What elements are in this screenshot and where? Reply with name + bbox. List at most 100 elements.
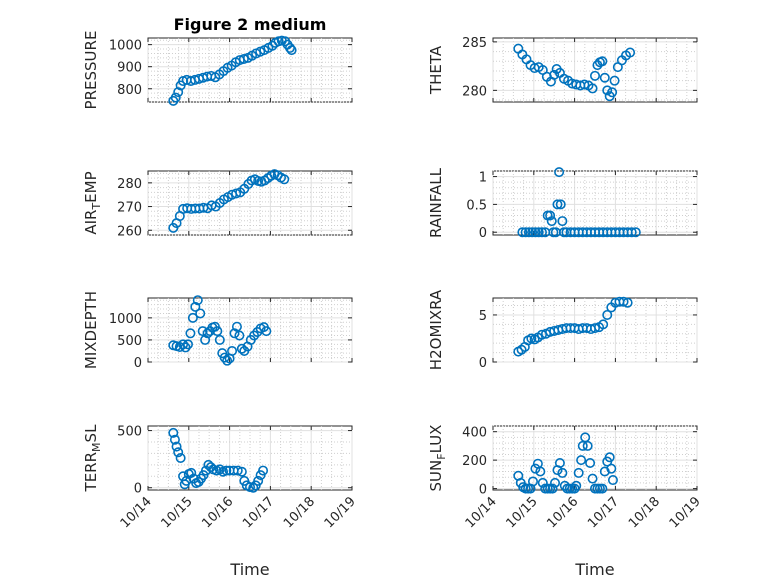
data-point [630,227,641,238]
data-point [221,465,232,476]
x-tick-label: 10/14 [463,494,500,531]
data-point [517,227,528,238]
y-axis-label: RAINFALL [427,167,445,238]
x-tick-label: 10/15 [504,494,541,531]
series-markers [513,296,633,357]
data-point [236,466,247,477]
y-tick-label: 400 [462,426,487,441]
data-point [597,483,608,494]
data-point [175,452,186,463]
data-point [602,85,613,96]
data-point [618,296,629,307]
y-tick-label: 0 [134,482,142,497]
data-point [173,447,184,458]
data-point [533,227,544,238]
data-point [284,42,295,53]
y-tick-label: 0 [479,483,487,498]
data-point [261,326,272,337]
data-point [248,482,259,493]
x-tick-label: 10/19 [322,494,359,531]
y-tick-label: 270 [117,201,142,216]
data-point [527,476,538,487]
subplot-6: 0 5 H2OMIXRA [427,289,698,371]
data-point [530,227,541,238]
data-point [579,79,590,90]
data-point [554,167,565,178]
data-point [576,455,587,466]
y-tick-label: 260 [117,224,142,239]
series-markers [168,295,272,366]
y-tick-label: 0 [479,226,487,241]
subplot-4: 0 0.5 1 RAINFALL [427,167,698,241]
data-point [190,301,201,312]
x-tick-label: 10/15 [159,494,196,531]
data-point [604,452,615,463]
y-axis-label: THETA [427,45,445,95]
y-axis-label: PRESSURE [82,31,100,110]
data-point [527,227,538,238]
data-point [279,174,290,185]
data-point [192,295,203,306]
data-point [212,326,223,337]
series-markers [517,167,641,238]
data-point [520,227,531,238]
y-tick-label: 0 [479,356,487,371]
data-point [552,199,563,210]
data-point [182,339,193,350]
data-point [587,473,598,484]
data-point [236,343,247,354]
data-point [549,69,560,80]
data-point [599,72,610,83]
data-point [168,427,179,438]
series-markers [168,35,297,106]
data-point [554,457,565,468]
y-tick-label: 900 [117,61,142,76]
data-point [186,467,197,478]
data-point [171,441,182,452]
data-point [222,355,233,366]
data-point [585,457,596,468]
series-markers [168,169,290,233]
data-point [231,188,242,199]
data-point [589,70,600,81]
data-point [547,483,558,494]
data-point [597,56,608,67]
data-point [573,467,584,478]
data-point [598,319,609,330]
y-tick-label: 500 [117,425,142,440]
y-axis-label: H2OMIXRA [427,289,445,370]
data-point [214,334,225,345]
data-point [197,326,208,337]
y-tick-label: 1 [479,171,487,186]
x-tick-label: 10/18 [281,494,318,531]
y-tick-label: 800 [117,83,142,98]
y-axis-label: SUNFLUX [427,425,448,492]
series-markers [513,432,618,494]
data-point [607,475,618,486]
data-point [607,87,618,98]
data-point [530,463,541,474]
data-point [537,477,548,488]
data-point [185,328,196,339]
series-markers [513,43,636,102]
y-axis-label: MIXDEPTH [82,291,100,369]
data-point [173,87,184,98]
data-point [622,297,633,308]
data-point [286,45,297,56]
data-point [625,47,636,58]
x-axis-label: Time [229,560,269,579]
data-point [550,477,561,488]
y-tick-label: 0.5 [466,198,487,213]
y-tick-label: 0 [134,356,142,371]
x-tick-label: 10/16 [544,494,581,531]
data-point [202,328,213,339]
data-point [555,199,566,210]
axes-background [147,170,353,236]
subplot-3: 260 270 280 AIRTEMP [82,169,353,239]
y-tick-label: 280 [117,177,142,192]
data-point [626,227,637,238]
data-point [535,466,546,477]
y-tick-label: 200 [462,454,487,469]
data-point [231,321,242,332]
